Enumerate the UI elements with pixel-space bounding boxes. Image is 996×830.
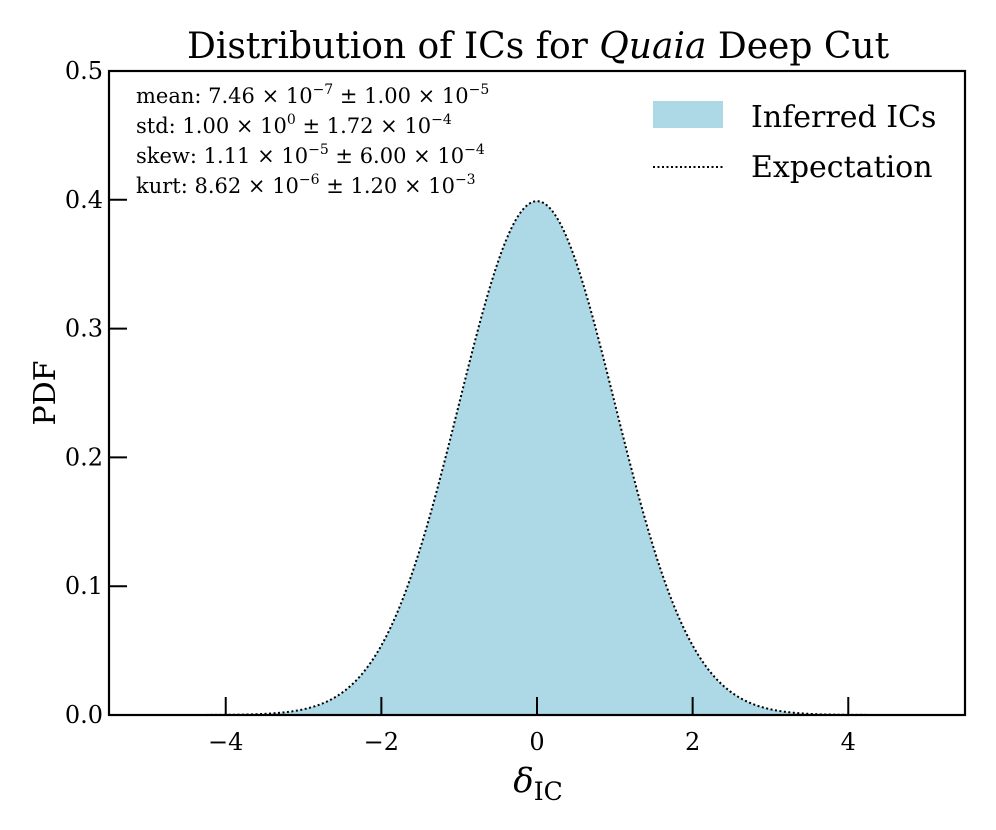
y-tick-label: 0.3 [65, 315, 103, 343]
x-tick-label: −2 [364, 728, 399, 756]
legend-swatch-inferred [653, 101, 723, 128]
legend-label-inferred: Inferred ICs [751, 100, 936, 135]
stats-annotation: mean: 7.46 × 10−7 ± 1.00 × 10−5 std: 1.0… [136, 82, 489, 198]
chart-title: Distribution of ICs for Quaia Deep Cut [187, 26, 890, 67]
y-axis: 0.0 0.1 0.2 0.3 0.4 0.5 [65, 57, 127, 729]
x-axis: −4 −2 0 2 4 [208, 697, 856, 756]
stat-mean: mean: 7.46 × 10−7 ± 1.00 × 10−5 [136, 82, 489, 108]
x-tick-label: −4 [208, 728, 243, 756]
legend: Inferred ICs Expectation [653, 100, 936, 185]
x-axis-label: δIC [513, 761, 563, 806]
stat-skew: skew: 1.11 × 10−5 ± 6.00 × 10−4 [136, 142, 485, 168]
stat-std: std: 1.00 × 100 ± 1.72 × 10−4 [136, 112, 452, 138]
stat-kurt: kurt: 8.62 × 10−6 ± 1.20 × 10−3 [136, 172, 476, 198]
y-tick-label: 0.4 [65, 186, 103, 214]
line-layer [179, 200, 895, 716]
y-tick-label: 0.1 [65, 572, 103, 600]
x-tick-label: 4 [841, 728, 856, 756]
x-tick-label: 0 [529, 728, 544, 756]
y-tick-label: 0.2 [65, 443, 103, 471]
x-tick-label: 2 [685, 728, 700, 756]
series-expectation [179, 200, 895, 716]
y-tick-label: 0.0 [65, 701, 103, 729]
area-layer [210, 201, 864, 715]
legend-label-expectation: Expectation [751, 150, 933, 185]
y-tick-label: 0.5 [65, 57, 103, 85]
series-inferred-ics [210, 201, 864, 715]
y-axis-label: PDF [28, 360, 63, 425]
